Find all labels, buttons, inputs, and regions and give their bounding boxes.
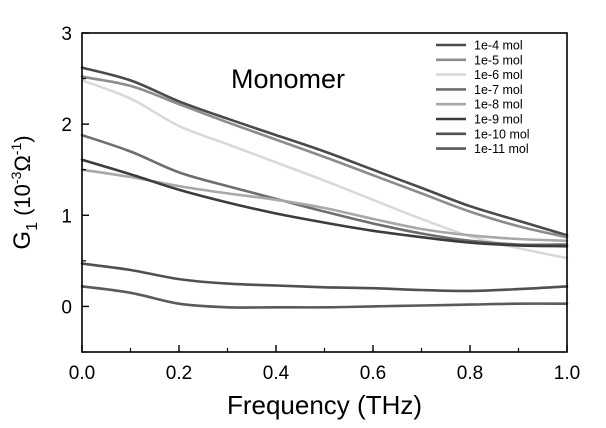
- x-tick-label: 0.6: [360, 363, 386, 384]
- x-tick-label: 0.8: [457, 363, 483, 384]
- x-tick-label: 0.2: [166, 363, 192, 384]
- legend-label: 1e-11 mol: [474, 142, 529, 156]
- y-tick-label: 2: [61, 115, 72, 136]
- series-layer: [80, 66, 569, 309]
- y-axis-label: G1 (10-3Ω-1): [8, 135, 41, 249]
- legend-label: 1e-7 mol: [474, 83, 523, 97]
- chart-annotation: Monomer: [231, 64, 345, 94]
- legend-label: 1e-5 mol: [474, 53, 523, 67]
- y-axis-label-exp1: -3: [8, 171, 24, 184]
- legend-label: 1e-6 mol: [474, 68, 523, 82]
- legend-label: 1e-9 mol: [474, 113, 523, 127]
- series-line-7: [80, 262, 569, 293]
- series-line-2: [80, 75, 569, 239]
- y-tick-label: 3: [61, 24, 72, 45]
- legend-label: 1e-8 mol: [474, 98, 523, 112]
- x-tick-label: 1.0: [554, 363, 580, 384]
- y-axis-label-exp2: -1: [8, 143, 24, 156]
- x-tick-label: 0.4: [263, 363, 290, 384]
- series-line-3: [80, 79, 569, 260]
- series-line-6: [80, 158, 569, 248]
- y-axis-label-base: G: [9, 231, 36, 250]
- series-line-4: [80, 133, 569, 247]
- legend-label: 1e-10 mol: [474, 127, 530, 141]
- y-tick-label: 1: [61, 206, 72, 227]
- y-tick-label: 0: [61, 297, 72, 318]
- y-axis-label-close: ): [10, 135, 35, 142]
- x-tick-label: 0.0: [69, 363, 95, 384]
- series-line-8: [80, 285, 569, 309]
- legend-label: 1e-4 mol: [474, 39, 523, 53]
- y-axis-label-omega: Ω: [10, 155, 35, 171]
- ticks-layer: 0.0 0.2 0.4 0.6 0.8 1.0 0 1 2 3: [61, 24, 580, 384]
- y-axis-label-open: (10: [10, 184, 35, 222]
- y-axis-label-sub: 1: [24, 222, 41, 231]
- x-axis-label: Frequency (THz): [227, 390, 422, 420]
- series-line-1: [80, 66, 569, 237]
- series-line-5: [80, 168, 569, 243]
